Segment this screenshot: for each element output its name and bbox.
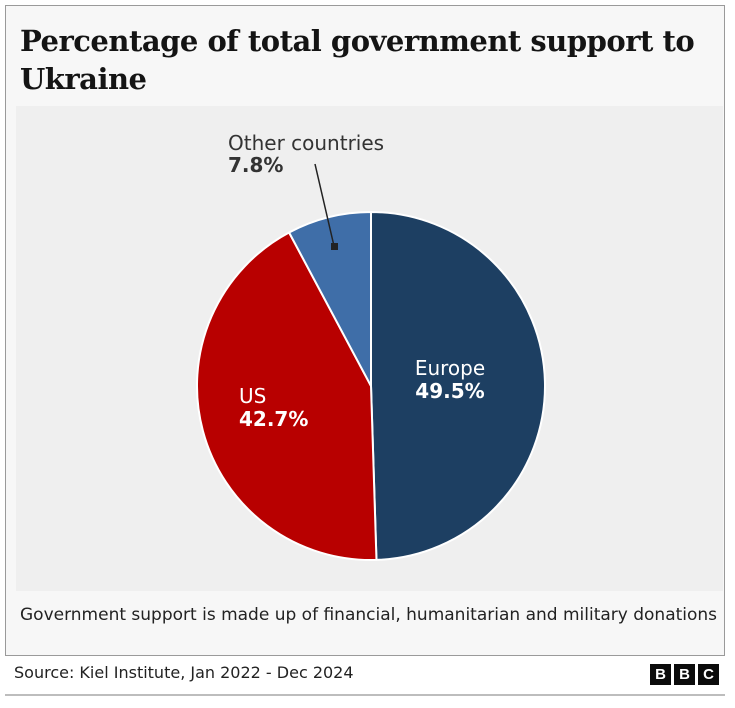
pie-slice-europe — [370, 211, 546, 561]
pie-slices — [196, 211, 546, 561]
slice-label-us: US — [239, 384, 266, 408]
slice-value-other-countries: 7.8% — [228, 153, 283, 177]
slice-label-other-countries: Other countries — [228, 131, 384, 155]
pie-slice-other-countries — [288, 211, 372, 387]
plot-area: Europe 49.5% US 42.7% Other countries 7.… — [16, 106, 723, 591]
bottom-rule — [5, 694, 725, 696]
slice-value-europe: 49.5% — [415, 379, 484, 403]
bbc-logo-block: C — [698, 664, 719, 685]
slice-label-europe: Europe — [415, 356, 485, 380]
pie-chart: Europe 49.5% US 42.7% Other countries 7.… — [196, 131, 546, 561]
leader-dot — [331, 243, 338, 250]
slice-value-us: 42.7% — [239, 407, 308, 431]
source-text: Source: Kiel Institute, Jan 2022 - Dec 2… — [14, 663, 354, 682]
leader-line — [314, 163, 335, 247]
bbc-logo-block: B — [650, 664, 671, 685]
chart-frame: Percentage of total government support t… — [5, 5, 725, 656]
chart-title: Percentage of total government support t… — [20, 24, 695, 96]
bbc-logo-block: B — [674, 664, 695, 685]
pie-slice-us — [196, 231, 378, 561]
bbc-logo: B B C — [650, 664, 719, 685]
chart-note: Government support is made up of financi… — [20, 605, 718, 625]
